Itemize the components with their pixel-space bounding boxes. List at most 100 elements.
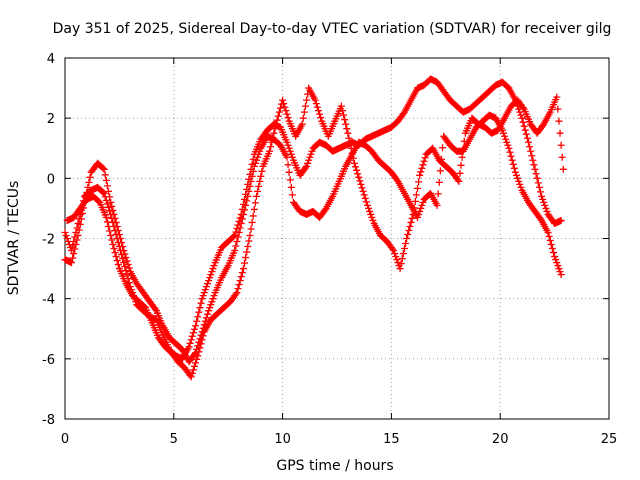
data-point: [403, 235, 411, 242]
data-point: [282, 107, 290, 115]
data-point: [514, 174, 522, 182]
data-point: [411, 197, 419, 205]
data-point: [120, 259, 128, 267]
data-point: [102, 176, 110, 184]
data-point: [457, 161, 465, 169]
data-point: [247, 225, 255, 233]
data-point: [506, 148, 514, 156]
data-point: [283, 138, 291, 146]
data-point: [315, 107, 323, 115]
data-point: [559, 165, 567, 173]
data-point: [110, 210, 118, 218]
data-point: [555, 117, 563, 125]
data-point: [207, 301, 215, 309]
data-point: [528, 152, 536, 160]
data-point: [109, 241, 117, 249]
data-point: [393, 256, 401, 264]
data-point: [555, 265, 563, 273]
data-point: [510, 164, 518, 172]
data-point: [275, 108, 283, 116]
data-point: [538, 192, 546, 200]
data-point: [414, 213, 422, 221]
data-point: [196, 344, 204, 352]
data-point: [360, 191, 368, 199]
data-point: [286, 176, 294, 184]
data-point: [233, 238, 241, 246]
data-point: [234, 233, 242, 241]
data-point: [285, 168, 293, 176]
data-point: [65, 241, 73, 249]
data-point: [554, 105, 562, 113]
data-point: [454, 176, 462, 184]
data-point: [118, 239, 126, 247]
data-point: [105, 187, 113, 195]
data-point: [193, 317, 201, 325]
data-point: [513, 171, 521, 179]
data-point: [105, 203, 113, 211]
data-point: [391, 250, 399, 258]
data-point: [286, 147, 294, 155]
data-point: [186, 339, 194, 347]
data-point: [270, 129, 278, 137]
data-point: [536, 188, 544, 196]
series-track-b: [61, 111, 565, 366]
data-point: [250, 205, 258, 213]
data-point: [543, 207, 551, 215]
data-point: [106, 193, 114, 201]
data-point: [558, 153, 566, 161]
data-point: [254, 153, 262, 161]
data-point: [239, 210, 247, 218]
data-point: [317, 114, 325, 122]
data-point: [208, 268, 216, 276]
data-point: [344, 129, 352, 137]
data-point: [206, 274, 214, 282]
data-point: [256, 147, 264, 155]
data-point: [243, 197, 251, 205]
data-point: [316, 110, 324, 118]
data-point: [499, 129, 507, 137]
data-point: [529, 156, 537, 164]
data-point: [503, 138, 511, 146]
data-point: [189, 329, 197, 337]
data-point: [151, 305, 159, 313]
data-point: [237, 219, 245, 227]
data-point: [363, 201, 371, 209]
data-point: [509, 160, 517, 168]
data-point: [236, 277, 244, 285]
data-point: [346, 139, 354, 147]
data-point: [368, 213, 376, 221]
data-point: [109, 206, 117, 214]
data-point: [307, 150, 315, 158]
data-point: [247, 177, 255, 185]
data-point: [298, 120, 306, 128]
data-point: [250, 162, 258, 170]
data-point: [72, 241, 80, 249]
data-point: [458, 153, 466, 161]
data-point: [102, 213, 110, 221]
data-point: [208, 298, 216, 306]
data-point: [523, 134, 531, 142]
data-point: [102, 196, 110, 204]
data-point: [539, 195, 547, 203]
data-point: [192, 359, 200, 367]
data-point: [100, 189, 108, 197]
data-point: [187, 373, 195, 381]
data-point: [207, 271, 215, 279]
data-point: [550, 249, 558, 257]
data-point: [123, 271, 131, 279]
data-point: [108, 202, 116, 210]
x-tick-label: 25: [601, 432, 618, 447]
data-point: [231, 247, 239, 255]
data-point: [439, 144, 447, 152]
data-point: [520, 122, 528, 130]
data-point: [106, 227, 114, 235]
data-point: [199, 292, 207, 300]
data-point: [111, 214, 119, 222]
data-point: [299, 114, 307, 122]
data-point: [248, 172, 256, 180]
data-point: [502, 135, 510, 143]
data-point: [70, 250, 78, 258]
data-point: [197, 299, 205, 307]
data-point: [242, 201, 250, 209]
data-point: [140, 303, 148, 311]
